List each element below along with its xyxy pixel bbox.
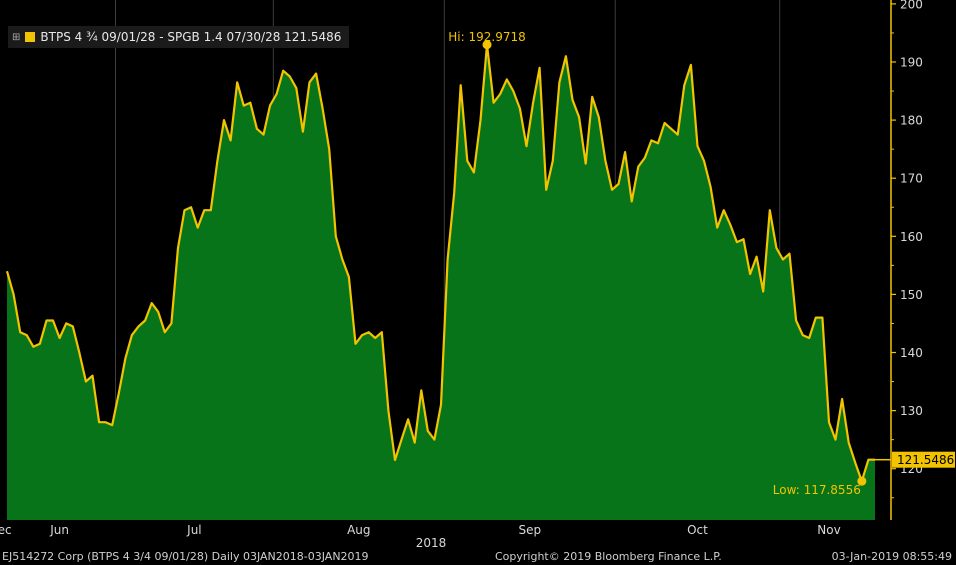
price-line (5, 43, 875, 483)
x-axis: Jun Jul Aug Sep Oct Nov Dec 2018 (0, 523, 841, 550)
expand-icon[interactable]: ⊞ (12, 31, 21, 43)
x-tick-label: Aug (347, 523, 370, 537)
x-tick-label: Jun (49, 523, 69, 537)
low-label: Low: 117.8556 (773, 483, 861, 497)
last-price-label: 121.5486 (897, 453, 954, 467)
high-marker (482, 40, 492, 50)
y-tick-label: 180 (900, 114, 923, 128)
footer-security-info: EJ514272 Corp (BTPS 4 3/4 09/01/28) Dail… (2, 550, 369, 563)
line-swatch-icon (25, 32, 36, 42)
chart-markers: Hi: 192.9718 Low: 117.8556 (448, 30, 867, 497)
y-tick-label: 190 (900, 56, 923, 70)
y-tick-label: 170 (900, 172, 923, 186)
y-tick-label: 150 (900, 288, 923, 302)
x-axis-year-label: 2018 (416, 536, 447, 550)
x-tick-label: Nov (817, 523, 840, 537)
x-tick-label: Jul (186, 523, 201, 537)
chart-series (5, 43, 875, 520)
footer-copyright: Copyright© 2019 Bloomberg Finance L.P. (495, 550, 722, 563)
legend-text: BTPS 4 ¾ 09/01/28 - SPGB 1.4 07/30/28 12… (40, 30, 342, 44)
y-tick-label: 200 (900, 0, 923, 11)
high-label: Hi: 192.9718 (448, 30, 525, 44)
y-tick-label: 130 (900, 404, 923, 418)
y-tick-label: 140 (900, 346, 923, 360)
chart-footer: EJ514272 Corp (BTPS 4 3/4 09/01/28) Dail… (0, 549, 956, 565)
footer-timestamp: 03-Jan-2019 08:55:49 (831, 550, 952, 563)
y-tick-label: 160 (900, 230, 923, 244)
x-tick-label: Sep (518, 523, 541, 537)
low-marker (857, 476, 867, 486)
price-area-fill (7, 44, 875, 520)
legend-box[interactable]: ⊞ BTPS 4 ¾ 09/01/28 - SPGB 1.4 07/30/28 … (8, 26, 350, 48)
x-tick-label: Dec (0, 523, 12, 537)
x-tick-label: Oct (687, 523, 708, 537)
last-price-tag (892, 451, 955, 468)
